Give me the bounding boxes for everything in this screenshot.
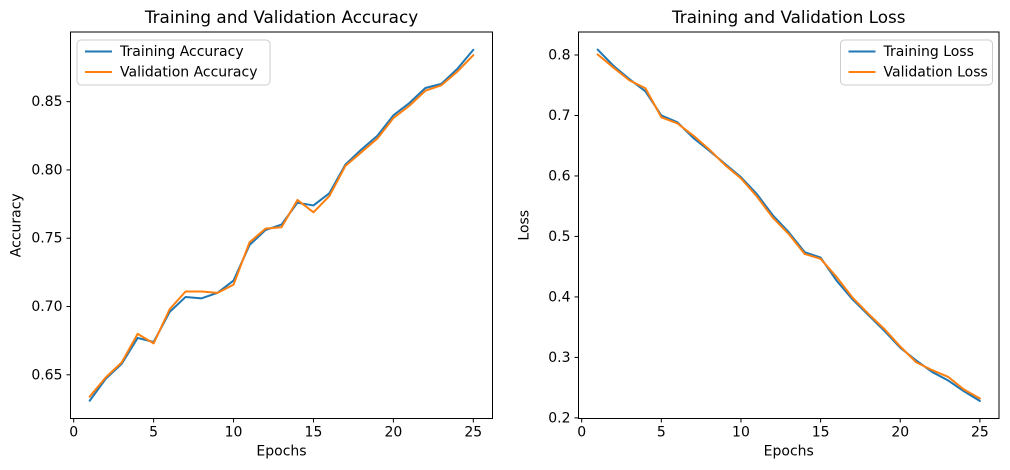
loss-axes-frame bbox=[578, 31, 1000, 419]
accuracy-ylabel: Accuracy bbox=[9, 193, 25, 257]
loss-y-tick-label: 0.6 bbox=[548, 168, 570, 184]
accuracy-x-tick-label: 20 bbox=[384, 425, 402, 441]
loss-legend-box bbox=[840, 39, 993, 86]
loss-x-tick-label: 20 bbox=[891, 425, 909, 441]
loss-y-tick-label: 0.8 bbox=[548, 47, 570, 63]
accuracy-y-tick-label: 0.65 bbox=[31, 367, 62, 383]
accuracy-legend-label: Training Accuracy bbox=[119, 44, 244, 60]
loss-x-tick-label: 5 bbox=[657, 425, 666, 441]
accuracy-y-tick-label: 0.70 bbox=[31, 299, 62, 315]
loss-xlabel: Epochs bbox=[764, 444, 814, 460]
accuracy-x-tick-label: 15 bbox=[305, 425, 323, 441]
loss-line-training bbox=[596, 48, 981, 402]
accuracy-legend-box bbox=[76, 39, 271, 86]
accuracy-line-validation bbox=[88, 54, 475, 398]
loss-title: Training and Validation Loss bbox=[671, 7, 905, 27]
accuracy-x-tick-label: 10 bbox=[225, 425, 243, 441]
loss-ylabel: Loss bbox=[517, 210, 533, 241]
loss-y-tick-label: 0.5 bbox=[548, 229, 570, 245]
loss-x-tick-label: 10 bbox=[732, 425, 750, 441]
loss-x-tick-label: 15 bbox=[812, 425, 830, 441]
loss-y-tick-label: 0.4 bbox=[548, 289, 570, 305]
accuracy-axes-frame bbox=[70, 31, 493, 419]
loss-chart: 0 5 10 15 20 25 0.2 0.3 0.4 0.5 0.6 0.7 0.8 Training … bbox=[517, 7, 1000, 460]
accuracy-line-training bbox=[88, 48, 475, 402]
loss-y-tick-label: 0.2 bbox=[548, 410, 570, 426]
accuracy-xlabel: Epochs bbox=[256, 444, 306, 460]
loss-x-tick-label: 25 bbox=[971, 425, 989, 441]
accuracy-chart: 0 5 10 15 20 25 0.65 0.70 0.75 0.80 0.85 Training a… bbox=[9, 7, 493, 460]
accuracy-x-tick-label: 25 bbox=[464, 425, 482, 441]
accuracy-y-tick-label: 0.80 bbox=[31, 162, 62, 178]
loss-legend-label: Training Loss bbox=[883, 44, 974, 60]
loss-y-tick-label: 0.7 bbox=[548, 108, 570, 124]
accuracy-title: Training and Validation Accuracy bbox=[144, 7, 418, 27]
accuracy-x-tick-label: 0 bbox=[69, 425, 78, 441]
loss-x-tick-label: 0 bbox=[577, 425, 586, 441]
accuracy-y-tick-label: 0.75 bbox=[31, 231, 62, 247]
accuracy-legend-label: Validation Accuracy bbox=[120, 65, 258, 81]
loss-legend: Training Loss Validation Loss bbox=[840, 39, 993, 86]
accuracy-legend: Training Accuracy Validation Accuracy bbox=[76, 39, 271, 86]
accuracy-y-tick-label: 0.85 bbox=[31, 94, 62, 110]
accuracy-x-tick-label: 5 bbox=[149, 425, 158, 441]
loss-y-tick-label: 0.3 bbox=[548, 350, 570, 366]
loss-legend-label: Validation Loss bbox=[884, 65, 988, 81]
loss-line-validation bbox=[596, 53, 981, 400]
